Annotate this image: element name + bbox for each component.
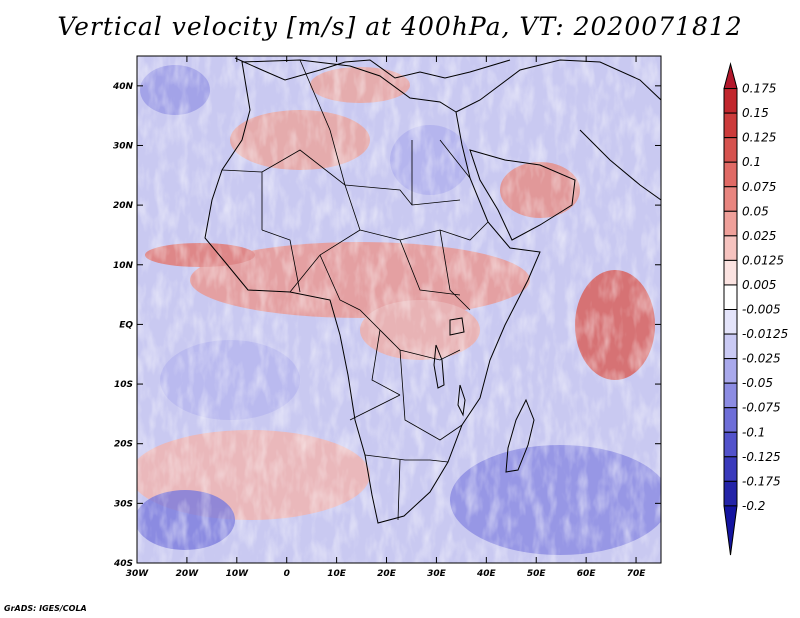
lon-tick-label: 30E [427,569,447,579]
lake-malawi [457,384,466,417]
colorbar-swatch [723,284,738,311]
colorbar-swatch [723,137,738,163]
lat-tick-label: 10N [113,261,134,271]
colorbar-label: -0.2 [742,499,765,513]
lon-tick-label: 50E [527,569,547,579]
colorbar-swatch [723,358,738,384]
lon-tick-label: 70E [627,569,647,579]
colorbar-label: 0.175 [742,82,776,96]
lon-tick-label: 10E [327,569,347,579]
colorbar-swatch [723,480,738,507]
colorbar-swatch [723,161,738,188]
europe-coast [234,57,511,81]
colorbar-swatch [723,333,738,360]
colorbar-label: 0.1 [742,155,761,169]
lon-tick-label: 10W [226,569,250,579]
africa-coastline [204,59,541,524]
colorbar-label: 0.005 [742,278,776,292]
colorbar-label: -0.125 [742,450,781,464]
middle-east-coast [455,59,661,201]
arabian-peninsula [469,149,576,241]
lat-tick-label: 30N [113,141,134,151]
internal-borders [221,59,489,521]
plot-frame [136,55,662,564]
colorbar: 0.175 0.15 0.125 0.1 0.075 0.05 0.025 0.0125 0.0… [723,62,788,556]
lat-tick-label: 40S [113,559,133,569]
colorbar-swatch [723,186,738,212]
colorbar-label: 0.15 [742,106,769,120]
lat-tick-label: 20S [114,440,133,450]
lon-tick-label: 20W [176,569,200,579]
lat-tick-label: 20N [113,201,134,211]
lon-tick-label: 20E [377,569,397,579]
colorbar-bottom-arrow [723,505,738,556]
colorbar-swatch [723,88,738,114]
colorbar-swatch [723,456,738,482]
colorbar-label: -0.175 [742,474,781,488]
colorbar-label: 0.125 [742,131,776,145]
colorbar-label: 0.025 [742,229,776,243]
colorbar-swatch [723,431,738,458]
colorbar-label: -0.0125 [742,327,788,341]
colorbar-label: -0.05 [742,376,773,390]
latitude-axis: 40N 30N 20N 10N EQ 10S 20S 30S 40S [112,82,661,569]
grads-credit: GrADS: IGES/COLA [4,604,87,613]
lon-tick-label: 0 [284,569,290,579]
lat-tick-label: 40N [112,82,134,92]
colorbar-label: -0.005 [742,303,781,317]
colorbar-label: 0.0125 [742,253,784,267]
lon-tick-label: 30W [126,569,150,579]
lake-tanganyika [433,344,445,389]
lake-victoria [449,317,465,336]
lat-tick-label: 10S [114,380,133,390]
colorbar-swatch [723,259,738,286]
lat-tick-label: EQ [119,320,133,330]
lon-tick-label: 40E [476,569,497,579]
colorbar-label: 0.05 [742,204,769,218]
madagascar [505,398,535,473]
colorbar-swatch [723,210,738,237]
colorbar-swatch [723,407,738,433]
country-borders [204,57,661,524]
colorbar-swatch [723,235,738,261]
colorbar-top-arrow [723,62,738,90]
longitude-axis: 30W 20W 10W 0 10E 20E 30E 40E 50E 60E 70E [126,56,646,579]
colorbar-swatch [723,309,738,335]
map-title: Vertical velocity [m/s] at 400hPa, VT: 2… [57,12,743,41]
colorbar-label: -0.075 [742,401,781,415]
colorbar-swatch [723,112,738,139]
lat-tick-label: 30S [114,499,133,509]
colorbar-label: 0.075 [742,180,776,194]
lon-tick-label: 60E [577,569,597,579]
colorbar-label: -0.025 [742,352,781,366]
colorbar-label: -0.1 [742,425,765,439]
colorbar-swatch [723,382,738,409]
